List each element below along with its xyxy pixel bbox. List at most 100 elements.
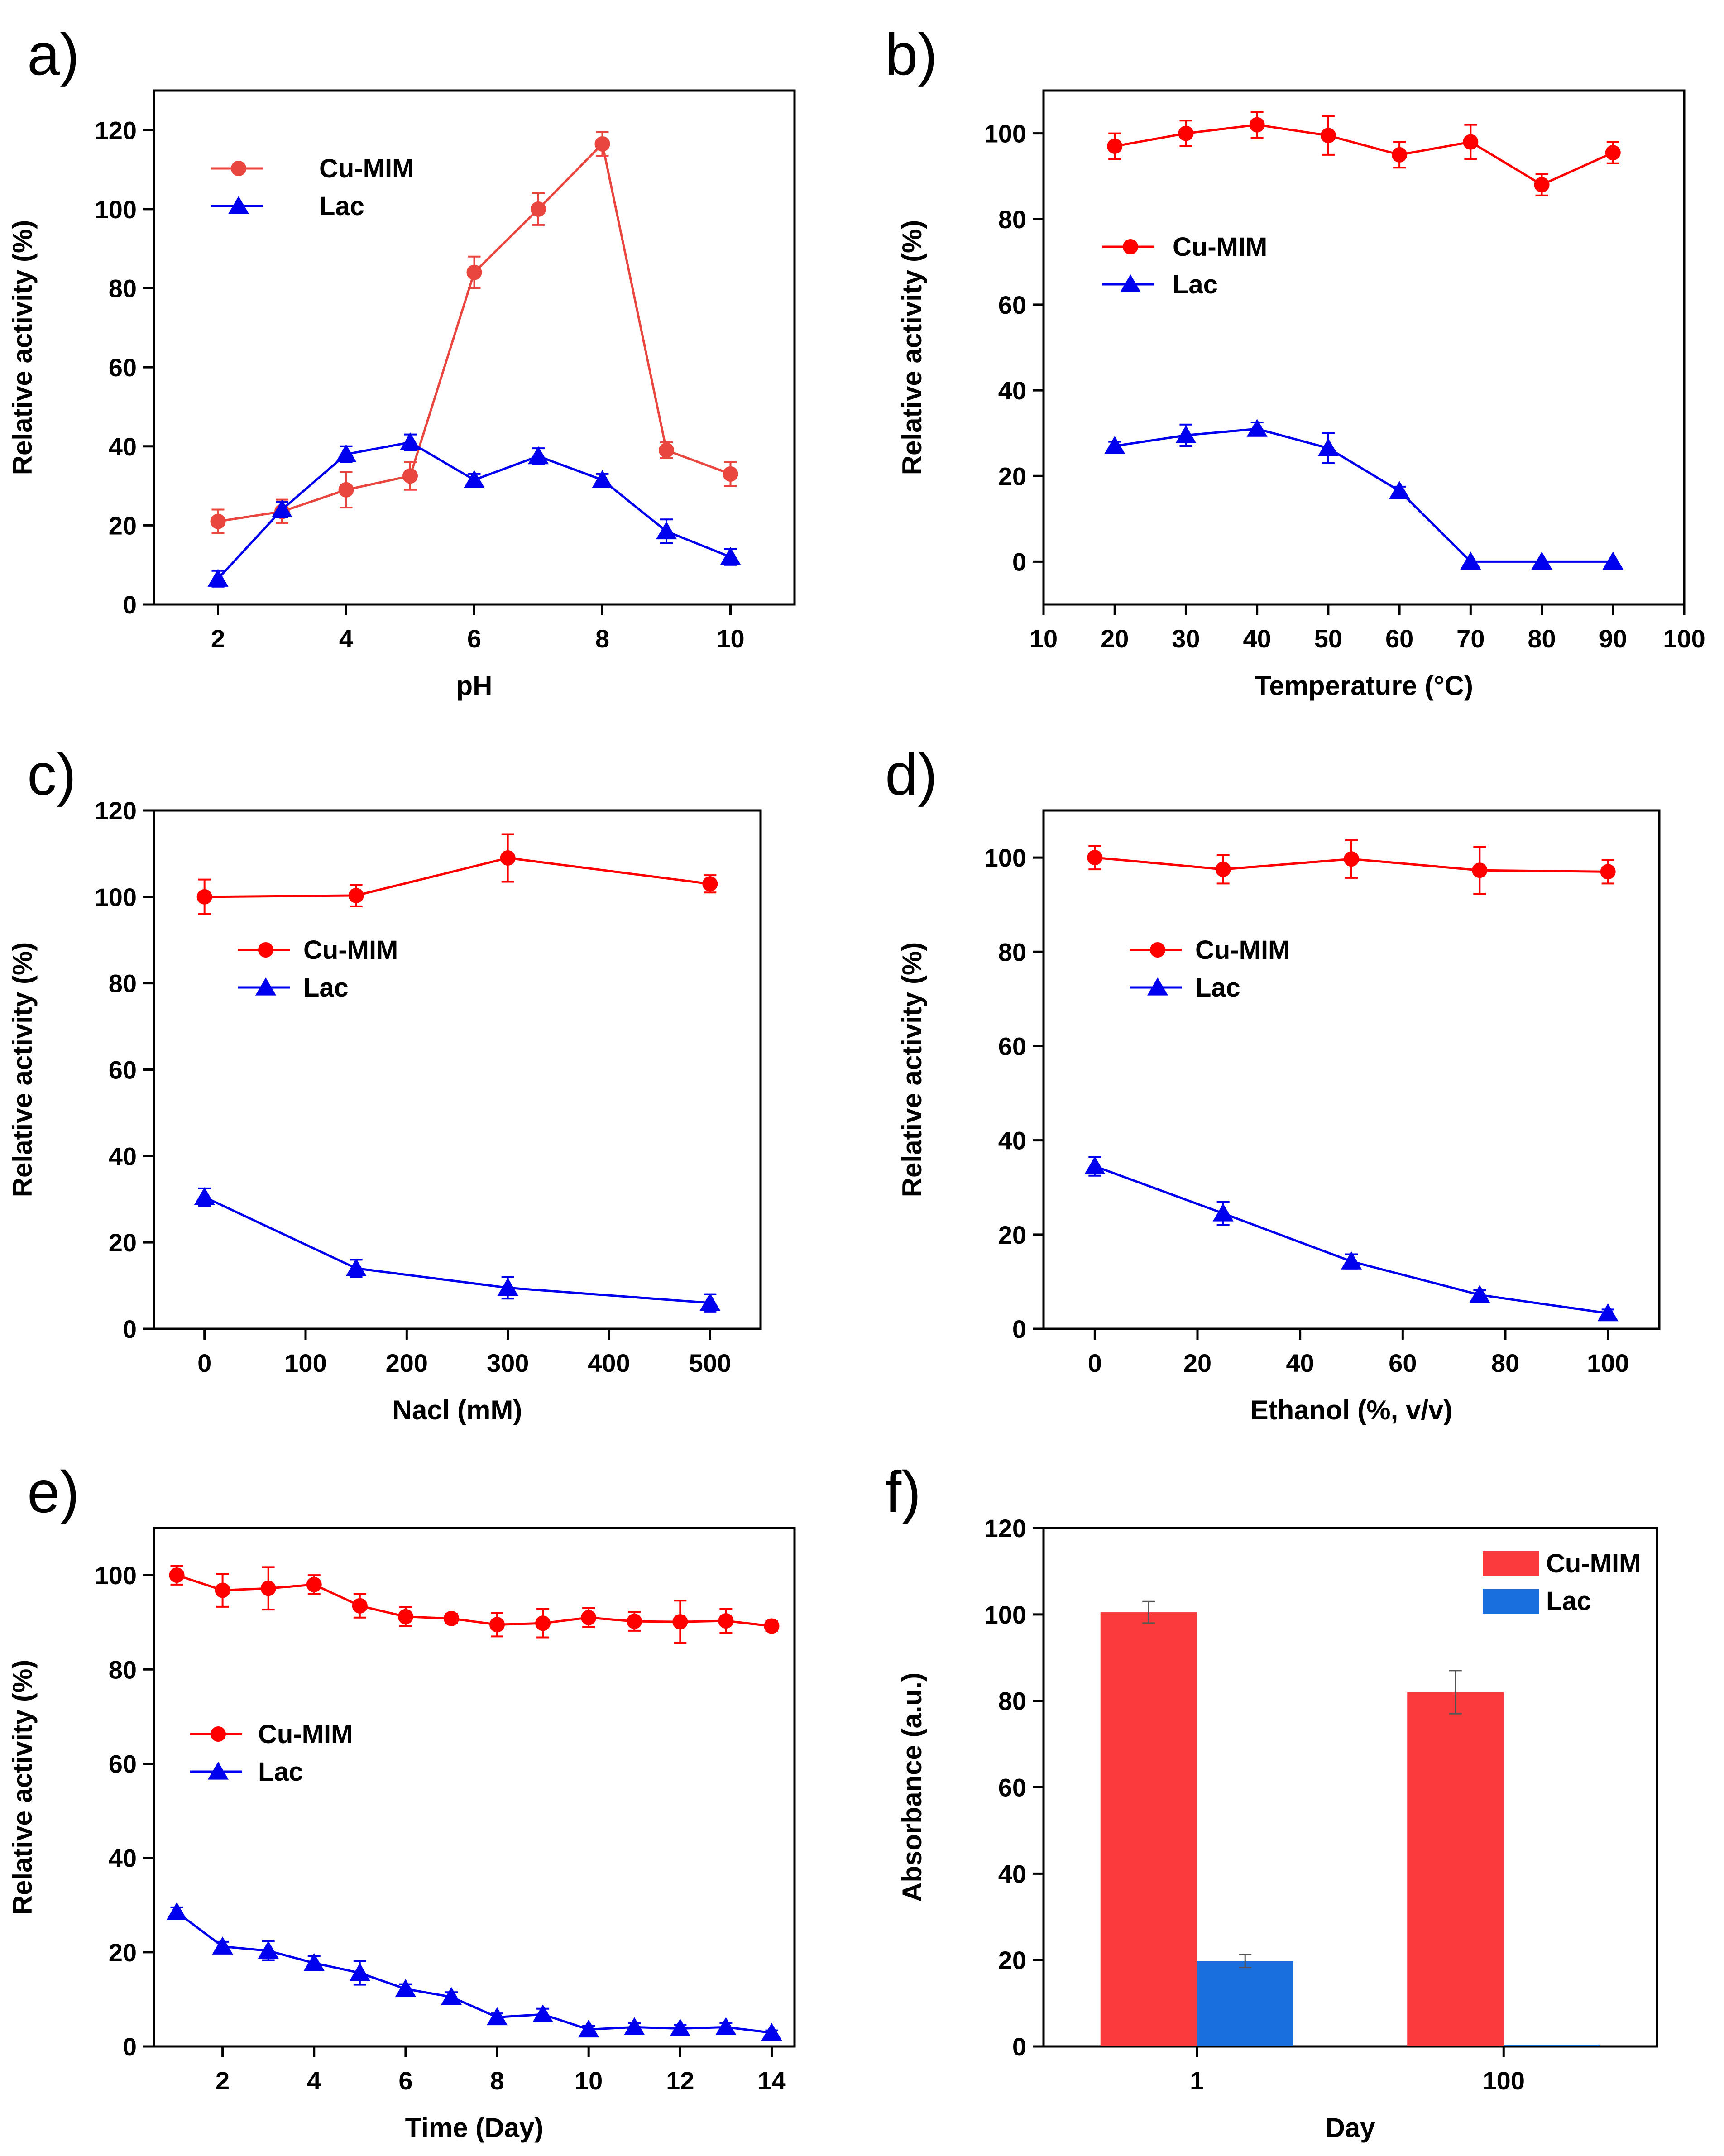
series-line [1094, 1165, 1609, 1315]
plot-frame [1042, 809, 1661, 1330]
legend-label: Lac [1195, 973, 1240, 1002]
data-point [1605, 145, 1621, 161]
legend-label: Cu-MIM [258, 1720, 353, 1749]
panel-letter: a) [27, 21, 80, 87]
legend-label: Cu-MIM [319, 154, 414, 183]
data-point [1175, 425, 1197, 443]
y-tick-label: 20 [109, 511, 137, 540]
legend-entry: Cu-MIM [190, 1720, 353, 1749]
x-tick-label: 6 [467, 624, 481, 653]
legend-label: Cu-MIM [1173, 232, 1267, 262]
bar-cu-mim [1407, 1692, 1504, 2046]
y-tick-label: 120 [95, 796, 137, 825]
data-point [352, 1598, 368, 1614]
legend-entry: Lac [211, 192, 364, 221]
y-axis-label: Relative activity (%) [897, 220, 927, 475]
x-tick-label: 60 [1385, 624, 1413, 653]
y-tick-label: 20 [109, 1228, 137, 1257]
x-tick-label: 0 [1088, 1349, 1102, 1377]
x-tick-label: 90 [1599, 624, 1627, 653]
series-cu-mim [1107, 111, 1621, 196]
y-tick-label: 20 [998, 1946, 1026, 1974]
data-point [215, 1582, 230, 1598]
legend-entry: Lac [238, 973, 349, 1002]
data-point [699, 1293, 721, 1311]
data-point [1463, 134, 1479, 150]
data-point [672, 1614, 688, 1630]
legend-entry: Cu-MIM [238, 935, 398, 965]
series-line [176, 1911, 772, 2034]
legend-label: Lac [319, 192, 364, 221]
data-point [761, 2022, 782, 2041]
legend-marker [258, 942, 273, 958]
data-point [1084, 1156, 1106, 1174]
y-tick-label: 60 [998, 291, 1026, 319]
y-tick-label: 100 [95, 1561, 137, 1590]
legend-marker [211, 1726, 226, 1742]
panel-a: a) 0 20 40 60 80 100 120 Relative activity (%) pH… [7, 21, 796, 701]
data-point [1460, 551, 1481, 570]
x-axis-label: Temperature (°C) [1255, 671, 1473, 701]
data-point [715, 2017, 737, 2035]
x-tick-label: 20 [1183, 1349, 1212, 1377]
data-point [1215, 862, 1231, 877]
data-point [338, 482, 354, 498]
legend-entry: Lac [1130, 973, 1240, 1002]
panel-c: c) 0 20 40 60 80 100 120 Relative activity (%) Na… [7, 741, 762, 1425]
legend-entry: Lac [1483, 1586, 1591, 1616]
plot-frame [153, 1527, 796, 2048]
data-point [1087, 850, 1103, 866]
y-tick-label: 60 [998, 1032, 1026, 1060]
x-tick-label: 4 [307, 2066, 321, 2095]
x-axis-label: Ethanol (%, v/v) [1250, 1395, 1453, 1425]
y-tick-label: 80 [109, 1655, 137, 1684]
x-tick-label: 40 [1243, 624, 1271, 653]
y-tick-label: 40 [998, 1126, 1026, 1155]
y-tick-label: 20 [998, 1221, 1026, 1249]
x-tick-label: 1 [1190, 2066, 1204, 2095]
legend-marker [228, 196, 249, 214]
x-tick-label: 10 [1030, 624, 1058, 653]
series-line [218, 141, 731, 523]
x-tick-label: 50 [1314, 624, 1342, 653]
data-point [348, 887, 364, 903]
data-point [527, 446, 549, 465]
legend-label: Cu-MIM [1195, 935, 1290, 965]
x-tick-label: 4 [339, 624, 353, 653]
y-tick-label: 60 [109, 1749, 137, 1778]
data-point [306, 1576, 322, 1592]
y-axis-label: Relative activity (%) [897, 942, 927, 1198]
y-axis-label: Absorbance (a.u.) [897, 1672, 927, 1902]
legend-entry: Cu-MIM [211, 154, 414, 183]
x-axis-label: pH [456, 671, 493, 701]
data-point [166, 1902, 187, 1920]
data-point [1600, 864, 1616, 880]
panel-letter: f) [885, 1459, 921, 1525]
legend-entry: Lac [1102, 270, 1218, 299]
data-point [464, 470, 485, 488]
data-point [345, 1258, 367, 1277]
data-point [1472, 862, 1488, 878]
data-point [1246, 419, 1268, 437]
y-tick-label: 60 [998, 1773, 1026, 1802]
data-point [349, 1963, 370, 1981]
y-tick-label: 80 [109, 274, 137, 303]
x-tick-label: 30 [1172, 624, 1200, 653]
data-point [196, 889, 212, 905]
data-point [1389, 481, 1410, 499]
x-tick-label: 20 [1101, 624, 1129, 653]
data-point [169, 1567, 185, 1583]
y-tick-label: 0 [1012, 1315, 1026, 1343]
series-line [204, 1196, 710, 1304]
data-point [1178, 125, 1194, 141]
legend-label: Lac [1173, 270, 1218, 299]
data-point [764, 1618, 780, 1634]
data-point [210, 513, 226, 529]
series-line [1114, 124, 1614, 186]
y-tick-label: 0 [123, 2032, 137, 2061]
series-lac [207, 432, 741, 588]
data-point [1597, 1303, 1619, 1322]
data-point [258, 1940, 279, 1959]
legend-swatch [1483, 1589, 1539, 1614]
data-point [1107, 138, 1123, 154]
